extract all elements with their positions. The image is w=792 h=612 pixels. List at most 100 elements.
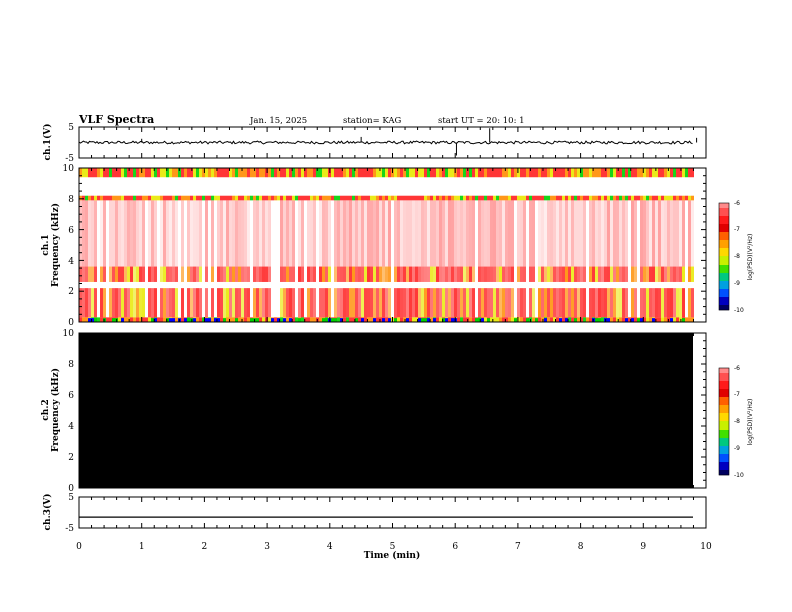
colorbar-swatch [719, 385, 729, 387]
ch1-spectrogram-cell [631, 195, 634, 201]
ch1-spectrogram-cell [481, 195, 484, 201]
ch1-spectrogram-cell [355, 195, 358, 201]
ch1-spectrogram-cell [418, 266, 421, 282]
ch1-spectrogram-cell [379, 317, 382, 322]
ch1-spectrogram-cell [415, 266, 418, 282]
date-label: Jan. 15, 2025 [249, 116, 307, 126]
ch1-spectrogram-cell [280, 195, 283, 201]
ch1-spectrogram-cell [520, 168, 523, 178]
ch1-spectrogram-cell [613, 266, 616, 282]
ch1-spectrogram-cell [571, 266, 574, 282]
ch1-spectrogram-cell [445, 266, 448, 282]
ch1-spectrogram-cell [364, 200, 367, 267]
ch1-spectrogram-cell [454, 266, 457, 282]
ch1-spectrogram-cell [586, 195, 589, 201]
ch1-spectrogram-cell [223, 168, 226, 178]
ch1-spectrogram-cell [130, 266, 133, 282]
colorbar-swatch [719, 417, 729, 419]
ch1-spectrogram-cell [688, 317, 691, 322]
ch1-spectrogram-cell [118, 168, 121, 178]
ch1-spectrogram-cell [571, 200, 574, 267]
colorbar-swatch [719, 388, 729, 390]
ch1-spectrogram-cell [388, 288, 391, 318]
ch1-spectrogram-cell [517, 317, 520, 322]
ch1-spectrogram-cell [217, 200, 220, 267]
colorbar-swatch [719, 432, 729, 434]
ch1-spectrogram-cell [409, 288, 412, 318]
ch1-spectrogram-cell [496, 168, 499, 178]
ch1-spectrogram-cell [520, 200, 523, 267]
ch1-spectrogram-cell [244, 266, 247, 282]
ch1-spectrogram-cell [619, 317, 622, 322]
ch1-spectrogram-cell [550, 266, 553, 282]
colorbar-swatch [719, 255, 729, 257]
ch1-spectrogram-image [79, 168, 694, 322]
ch1-spectrogram-cell [271, 318, 274, 322]
ch1-spectrogram-cell [466, 200, 469, 267]
ch1-spectrogram-cell [292, 200, 295, 267]
ch1-spectrogram-cell [151, 266, 154, 282]
ch1-spectrogram-cell [373, 318, 376, 322]
ch2-colorbar-tick-10: -10 [734, 472, 744, 479]
ch1-spectrogram-cell [415, 288, 418, 318]
ch1-spectrogram-cell [319, 168, 322, 178]
ch1-spectrogram-cell [274, 168, 277, 178]
ch1-spectrogram-cell [175, 168, 178, 178]
ch1-colorbar-tick-9: -9 [734, 280, 740, 287]
ch1-spectrogram-cell [130, 317, 133, 322]
ch1-spectrogram-cell [199, 195, 202, 201]
ch1-spectrogram-cell [529, 195, 532, 201]
colorbar-swatch [719, 303, 729, 305]
ch1-spectrogram-cell [217, 318, 220, 322]
colorbar-swatch [719, 389, 729, 391]
ch1-spectrogram-cell [505, 317, 508, 322]
ch1-spectrogram-cell [382, 168, 385, 178]
ch1-spectrogram-cell [151, 168, 154, 178]
ch1-spectrogram-cell [652, 200, 655, 267]
ch1-spectrogram-cell [394, 266, 397, 282]
ch1-spectrogram-cell [451, 168, 454, 178]
ch1-spectrogram-cell [142, 200, 145, 267]
ch1-spectrogram-cell [313, 317, 316, 322]
ch1-spectrogram-cell [475, 168, 478, 178]
ch1-spectrogram-cell [484, 195, 487, 201]
ch1-spectrogram-cell [676, 317, 679, 322]
ch1-spectrogram-cell [427, 168, 430, 178]
colorbar-swatch [719, 430, 729, 432]
ch1-spectrogram-cell [610, 266, 613, 282]
ch1-spectrogram-cell [397, 200, 400, 267]
ch1-spectrogram-cell [499, 317, 502, 322]
ch1-spectrogram-cell [205, 200, 208, 267]
colorbar-swatch [719, 259, 729, 261]
ch1-spectrogram-cell [577, 200, 580, 267]
ch1-colorbar-frame [718, 202, 730, 311]
ch1-spectrogram-cell [505, 168, 508, 178]
ch1-spectrogram-cell [385, 266, 388, 282]
ch1-spectrogram-cell [145, 317, 148, 322]
ch1-spectrogram-cell [649, 200, 652, 267]
ch1-waveform-panel: 5 -5 ch.1(V) [42, 123, 707, 164]
ch1-spectrogram-cell [592, 266, 595, 282]
ch1-spectrogram-cell [685, 195, 688, 201]
ch1-spectrogram-cell [400, 266, 403, 282]
ch1-ytick-10: 10 [63, 164, 75, 174]
ch1-spectrogram-cell [619, 266, 622, 282]
ch1-spectrogram-cell [334, 266, 337, 282]
ch1-spectrogram-cell [142, 317, 145, 322]
ch1-spectrogram-cell [238, 168, 241, 178]
ch1-spectrogram-cell [448, 195, 451, 201]
ch1-spectrogram-cell [601, 200, 604, 267]
colorbar-swatch [719, 397, 729, 399]
ch1-spectrogram-cell [148, 266, 151, 282]
x-tick-label: 9 [640, 542, 646, 552]
ch1-spectrogram-cell [622, 168, 625, 178]
ch1-spectrogram-cell [418, 200, 421, 267]
ch1-spectrogram-cell [136, 200, 139, 267]
ch1-spectrogram-cell [163, 168, 166, 178]
colorbar-swatch [719, 305, 729, 307]
ch2-ytick-6: 6 [68, 391, 74, 401]
colorbar-swatch [719, 290, 729, 292]
ch1-spectrogram-cell [589, 195, 592, 201]
ch1-spectrogram-cell [604, 288, 607, 318]
